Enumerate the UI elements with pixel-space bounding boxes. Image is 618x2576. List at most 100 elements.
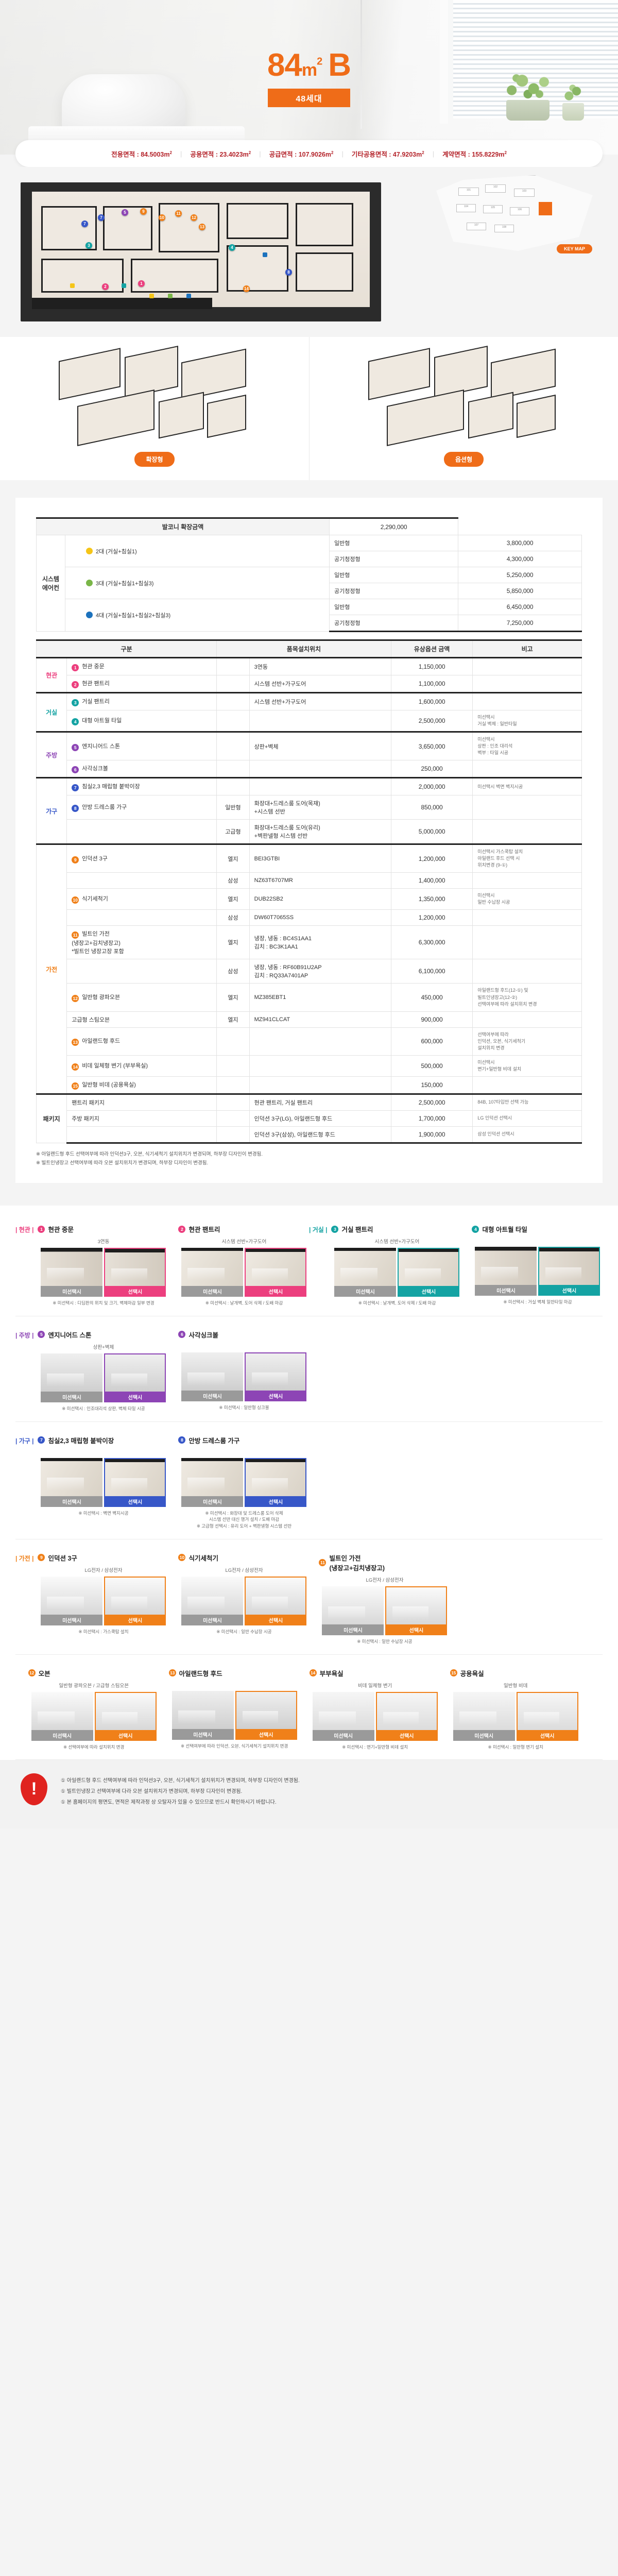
option-card-15[interactable]: 15 공용욕실 일반형 비데 미선택시 선택시 ※ (450, 1668, 581, 1751)
option-title-text: 엔지니어드 스톤 (48, 1331, 92, 1339)
option-image-unselected[interactable]: 미선택시 (41, 1353, 103, 1402)
option-number-badge: 1 (38, 1225, 45, 1233)
option-card-8[interactable]: 8 안방 드레스룸 가구 미선택시 선택시 ※ (178, 1435, 310, 1530)
option-image-unselected[interactable]: 미선택시 (453, 1691, 515, 1741)
item-amount: 600,000 (390, 1027, 473, 1056)
option-image-unselected[interactable]: 미선택시 (181, 1352, 244, 1401)
option-image-unselected[interactable]: 미선택시 (41, 1248, 103, 1297)
plan-marker-7b[interactable]: 7 (98, 214, 105, 221)
option-image-selected[interactable]: 선택시 (104, 1576, 166, 1625)
footer-line-1: ① 빌트인냉장고 선택여부에 다라 오븐 설치위치가 변경되며, 하부장 디자인… (61, 1789, 243, 1795)
option-card-subtitle (178, 1449, 310, 1455)
item-amount: 1,200,000 (390, 843, 473, 873)
option-card-4[interactable]: 4 대형 아트월 타일 미선택시 선택시 ※ 미 (472, 1224, 603, 1307)
item-number-badge: 2 (72, 681, 79, 688)
option-card-7[interactable]: 7 침실2,3 매립형 붙박이장 미선택시 선택시 (38, 1435, 169, 1530)
option-image-unselected[interactable]: 미선택시 (312, 1691, 374, 1741)
plan-marker-12[interactable]: 12 (191, 214, 197, 221)
option-image-selected[interactable]: 선택시 (245, 1576, 307, 1625)
option-card-9[interactable]: 9 인덕션 3구 LG전자 / 삼성전자 미선택시 선택시 (38, 1553, 169, 1645)
option-card-2[interactable]: 2 현관 팬트리 시스템 선반+가구도어 미선택시 선택시 (178, 1224, 310, 1307)
option-image-pair: 미선택시 선택시 (310, 1691, 441, 1741)
option-image-unselected[interactable]: 미선택시 (41, 1458, 103, 1507)
item-number-badge: 4 (72, 718, 79, 726)
item-remark: 미선택시 상판 : 인조 대리석 벽부 : 타일 시공 (472, 731, 582, 761)
option-image-selected[interactable]: 선택시 (516, 1691, 578, 1741)
option-photo (538, 1247, 600, 1285)
item-place-or-model: 화장대+드레스룸 도어(유리) +벽판넬형 시스템 선반 (249, 819, 391, 845)
option-image-selected[interactable]: 선택시 (104, 1248, 166, 1297)
item-remark (472, 657, 582, 675)
item-amount: 850,000 (390, 795, 473, 820)
plan-marker-1[interactable]: 1 (138, 280, 145, 287)
option-card-11[interactable]: 11 빌트인 가전 (냉장고+김치냉장고) LG전자 / 삼성전자 미선택시 선택… (319, 1553, 450, 1645)
option-image-selected[interactable]: 선택시 (104, 1353, 166, 1402)
option-image-unselected[interactable]: 미선택시 (181, 1248, 244, 1297)
plan-marker-11[interactable]: 11 (175, 210, 182, 217)
item-name: 2 현관 팬트리 (66, 675, 217, 693)
title-type-letter: B (328, 47, 351, 83)
option-image-selected[interactable]: 선택시 (104, 1458, 166, 1507)
item-name: 11 빌트인 가전 (냉장고+김치냉장고) *빌트인 냉장고장 포함 (66, 925, 217, 960)
plan-marker-9[interactable]: 9 (140, 208, 147, 215)
option-card-5[interactable]: 5 엔지니어드 스톤 상판+벽체 미선택시 선택시 (38, 1330, 169, 1412)
key-map-button[interactable]: KEY MAP (557, 244, 592, 253)
option-image-unselected[interactable]: 미선택시 (171, 1690, 234, 1740)
item-amount: 6,100,000 (390, 959, 473, 984)
plan-marker-7[interactable]: 7 (81, 221, 88, 227)
option-card-note: ※ 미선택시 : 날개벽, 도어 삭제 / 도배 마감 (358, 1300, 436, 1306)
item-name: 13 아일랜드형 후드 (66, 1027, 217, 1056)
option-image-unselected[interactable]: 미선택시 (322, 1586, 384, 1635)
plan-aircon-marker-blue-2 (263, 252, 267, 257)
table-row: 발코니 확장금액 2,290,000 (36, 517, 582, 535)
th-0: 구분 (36, 639, 217, 658)
plan-marker-4[interactable]: 4 (229, 244, 235, 251)
option-card-3[interactable]: 3 거실 팬트리 시스템 선반+가구도어 미선택시 선택시 (331, 1224, 462, 1307)
option-photo (171, 1690, 234, 1729)
option-image-unselected[interactable]: 미선택시 (475, 1247, 537, 1296)
option-image-unselected[interactable]: 미선택시 (41, 1576, 103, 1625)
item-grade-or-brand (216, 1110, 250, 1127)
plan-marker-13[interactable]: 13 (199, 224, 205, 230)
plan-marker-3[interactable]: 3 (85, 242, 92, 249)
option-title-text: 공용욕실 (460, 1670, 484, 1677)
isometric-view-option: 옵션형 (309, 337, 618, 480)
aircon-type: 공기청정형 (329, 615, 458, 632)
view-label-expanded[interactable]: 확장형 (134, 452, 175, 467)
view-label-option[interactable]: 옵션형 (443, 452, 484, 467)
option-card-note: ※ 미선택시 : 벽면 벽지시공 (78, 1510, 129, 1516)
option-image-unselected[interactable]: 미선택시 (181, 1458, 244, 1507)
option-image-selected[interactable]: 선택시 (235, 1690, 297, 1740)
plan-marker-10[interactable]: 10 (159, 214, 165, 221)
balcony-label: 발코니 확장금액 (36, 517, 330, 535)
option-image-selected[interactable]: 선택시 (375, 1691, 438, 1741)
option-image-selected[interactable]: 선택시 (245, 1458, 307, 1507)
item-place-or-model: 인덕션 3구(LG), 아일랜드형 후드 (249, 1110, 391, 1127)
plan-marker-14[interactable]: 14 (243, 285, 250, 292)
item-amount: 450,000 (390, 983, 473, 1012)
option-image-unselected[interactable]: 미선택시 (181, 1576, 244, 1625)
option-card-14[interactable]: 14 부부욕실 비데 일체형 변기 미선택시 선택시 (309, 1668, 441, 1751)
option-image-selected[interactable]: 선택시 (538, 1247, 600, 1296)
option-image-selected[interactable]: 선택시 (94, 1691, 157, 1741)
option-card-13[interactable]: 13 아일랜드형 후드 미선택시 선택시 ※ 선 (168, 1668, 300, 1751)
option-image-selected[interactable]: 선택시 (245, 1352, 307, 1401)
option-card-title: 6 사각싱크볼 (178, 1330, 310, 1340)
option-image-selected[interactable]: 선택시 (398, 1248, 460, 1297)
plan-marker-5[interactable]: 5 (122, 209, 128, 216)
item-grade-or-brand (216, 1076, 250, 1094)
plan-marker-8[interactable]: 8 (285, 269, 292, 276)
option-card-6[interactable]: 6 사각싱크볼 미선택시 선택시 ※ 미선택시 (178, 1330, 310, 1412)
option-card-1[interactable]: 1 현관 중문 3연동 미선택시 선택시 ※ 미선 (38, 1224, 169, 1307)
option-card-10[interactable]: 10 식기세척기 LG전자 / 삼성전자 미선택시 선택시 (178, 1553, 310, 1645)
option-card-12[interactable]: 12 오븐 일반형 광파오븐 / 고급형 스팀오븐 미선택시 선택시 (28, 1668, 160, 1751)
option-image-unselected[interactable]: 미선택시 (31, 1691, 93, 1741)
option-image-selected[interactable]: 선택시 (245, 1248, 307, 1297)
option-image-label-unselected: 미선택시 (31, 1730, 93, 1741)
plan-marker-2[interactable]: 2 (102, 283, 109, 290)
item-remark (472, 909, 582, 926)
option-image-unselected[interactable]: 미선택시 (334, 1248, 397, 1297)
option-image-selected[interactable]: 선택시 (385, 1586, 448, 1635)
key-map-block: 102 (485, 184, 506, 193)
item-place-or-model: 시스템 선반+가구도어 (249, 692, 391, 710)
